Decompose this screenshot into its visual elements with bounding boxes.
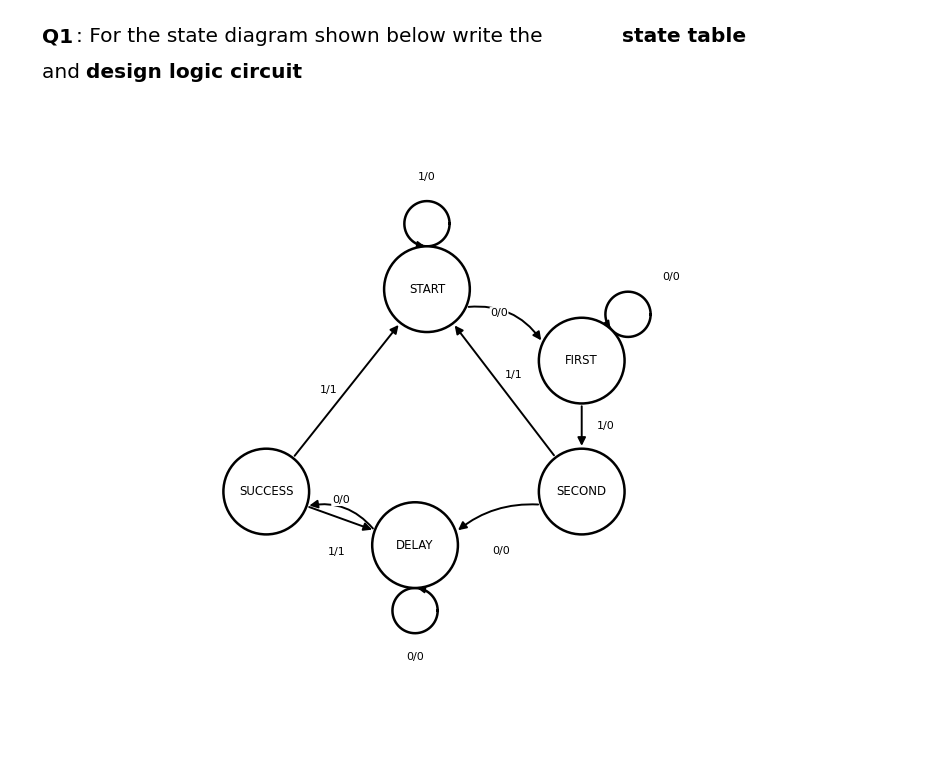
Circle shape bbox=[539, 448, 624, 534]
Text: 1/0: 1/0 bbox=[596, 421, 614, 431]
FancyArrowPatch shape bbox=[311, 501, 373, 529]
Text: 0/0: 0/0 bbox=[490, 308, 507, 318]
Text: : For the state diagram shown below write the: : For the state diagram shown below writ… bbox=[76, 27, 549, 46]
Text: 0/0: 0/0 bbox=[663, 272, 681, 282]
Circle shape bbox=[372, 502, 458, 588]
FancyArrowPatch shape bbox=[469, 307, 540, 339]
Circle shape bbox=[223, 448, 309, 534]
Text: 1/0: 1/0 bbox=[418, 172, 436, 182]
Text: Q1: Q1 bbox=[42, 27, 73, 46]
Text: 1/1: 1/1 bbox=[505, 370, 522, 380]
Text: SECOND: SECOND bbox=[557, 485, 607, 498]
Circle shape bbox=[384, 247, 469, 332]
Text: 0/0: 0/0 bbox=[332, 495, 349, 506]
Text: SUCCESS: SUCCESS bbox=[239, 485, 294, 498]
Circle shape bbox=[539, 318, 624, 404]
Text: DELAY: DELAY bbox=[396, 539, 433, 552]
FancyArrowPatch shape bbox=[459, 504, 538, 529]
Text: 0/0: 0/0 bbox=[407, 652, 424, 662]
Text: 1/1: 1/1 bbox=[328, 547, 345, 557]
Text: state table: state table bbox=[622, 27, 746, 46]
Text: START: START bbox=[409, 283, 445, 296]
Text: and: and bbox=[42, 63, 86, 83]
Text: 0/0: 0/0 bbox=[493, 546, 510, 556]
Text: design logic circuit: design logic circuit bbox=[86, 63, 302, 83]
Text: FIRST: FIRST bbox=[566, 354, 598, 367]
Text: 1/1: 1/1 bbox=[319, 386, 338, 395]
